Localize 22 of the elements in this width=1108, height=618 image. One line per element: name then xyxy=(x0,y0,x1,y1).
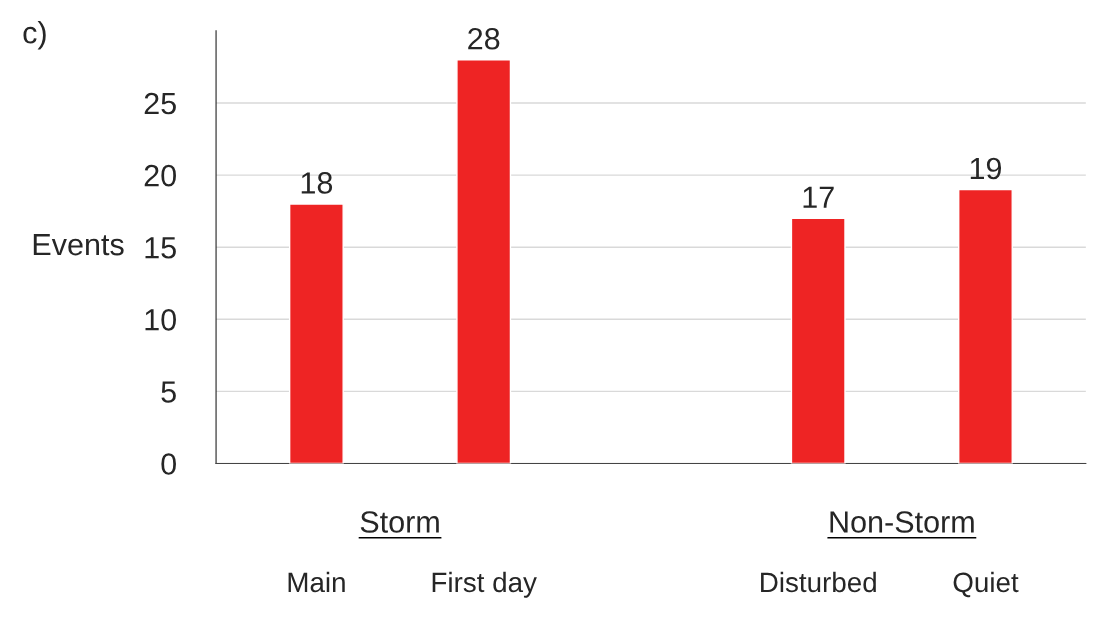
data-label: 19 xyxy=(970,157,1002,180)
data-label: 28 xyxy=(468,27,500,50)
data-label: 18 xyxy=(301,172,333,194)
bar xyxy=(288,203,344,464)
y-tick-label: 15 xyxy=(145,237,176,259)
y-tick-label: 0 xyxy=(161,453,176,475)
x-tick-label: Quiet xyxy=(953,571,1019,598)
bar xyxy=(456,59,512,464)
bar xyxy=(790,217,846,464)
y-tick-label: 25 xyxy=(144,92,176,115)
x-tick-label: First day xyxy=(432,571,537,598)
text: c) xyxy=(23,21,46,50)
y-tick-label: 10 xyxy=(145,309,176,331)
text: Storm xyxy=(360,511,439,533)
text: Non-Storm xyxy=(830,511,974,533)
bar xyxy=(958,188,1013,464)
x-tick-label: Disturbed xyxy=(761,571,876,593)
y-axis-title: Events xyxy=(33,234,124,256)
y-tick-label: 20 xyxy=(144,164,176,187)
data-label: 17 xyxy=(803,186,834,208)
y-tick-label: 5 xyxy=(161,381,176,403)
x-tick-label: Main xyxy=(288,571,345,593)
